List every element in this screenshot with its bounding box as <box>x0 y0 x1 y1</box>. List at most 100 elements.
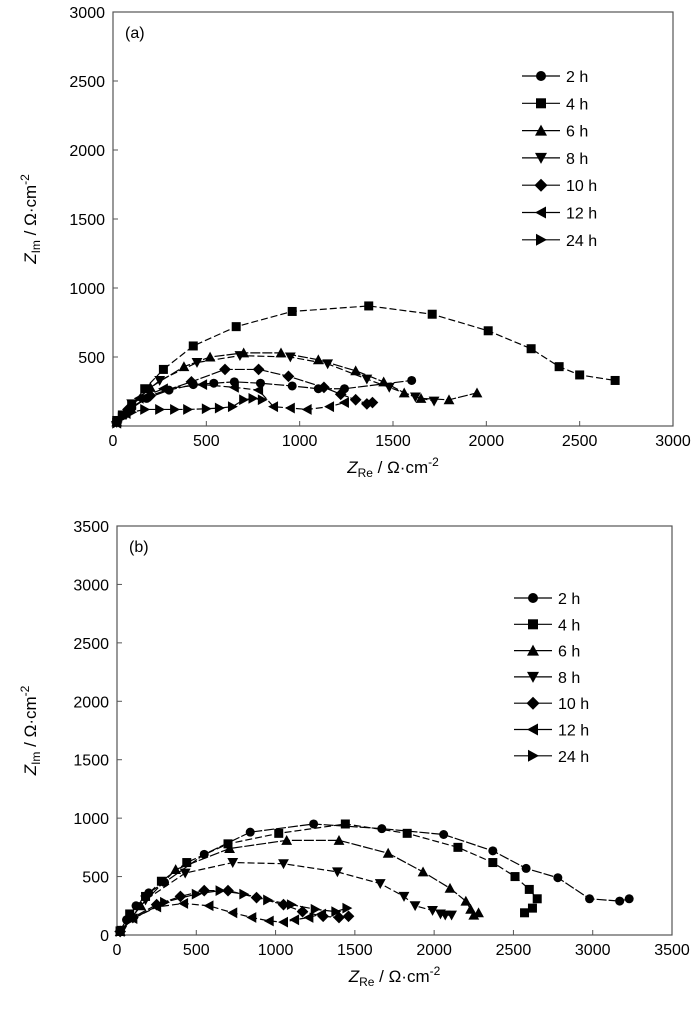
data-point <box>342 910 355 923</box>
legend-item: 6 h <box>514 644 580 661</box>
data-point <box>473 907 484 918</box>
legend-label: 12 h <box>558 723 589 740</box>
data-point <box>201 403 212 415</box>
data-point <box>310 903 321 915</box>
legend-marker-square-icon <box>528 619 538 630</box>
data-point <box>158 383 168 395</box>
x-tick-label: 3000 <box>655 433 691 450</box>
data-point <box>182 858 192 868</box>
data-point <box>334 388 347 401</box>
data-point <box>160 896 170 908</box>
series-10h <box>110 363 379 428</box>
data-point <box>154 375 166 386</box>
legend-marker-triangle-left-icon <box>535 206 546 219</box>
data-point <box>361 398 373 410</box>
data-point <box>278 916 288 928</box>
x-tick-label: 1500 <box>375 433 411 450</box>
series-24h <box>112 393 268 429</box>
data-point <box>312 354 324 365</box>
data-point <box>215 885 226 896</box>
chart-panel-b: 0 500 1000 1500 2000 2500 3000 3500 0 500 1000 1500… <box>18 519 690 989</box>
legend-marker-square-icon <box>536 98 546 109</box>
data-point <box>488 858 498 868</box>
data-point <box>407 375 417 385</box>
x-tick-label: 500 <box>183 942 210 959</box>
series-2h <box>115 819 634 935</box>
data-point <box>127 406 138 418</box>
legend-item: 6 h <box>522 124 588 141</box>
data-point <box>444 882 456 893</box>
data-point <box>624 894 634 904</box>
legend-marker-circle-icon <box>528 593 538 603</box>
data-point <box>191 888 202 900</box>
data-point <box>575 370 585 380</box>
series-line <box>119 839 479 932</box>
y-tick-label: 2500 <box>69 74 105 91</box>
data-point <box>224 843 235 854</box>
data-point <box>488 846 498 856</box>
legend-label: 2 h <box>558 591 580 608</box>
data-point <box>324 401 335 413</box>
data-point <box>115 926 126 937</box>
data-point <box>409 901 421 912</box>
data-point <box>140 404 151 415</box>
data-point <box>554 362 564 372</box>
data-point <box>284 402 295 414</box>
data-point <box>197 379 208 390</box>
data-point <box>332 867 343 878</box>
legend-label: 6 h <box>558 644 580 661</box>
legend-marker-triangle-up-icon <box>527 644 539 656</box>
data-point <box>339 397 349 408</box>
data-point <box>204 351 216 362</box>
data-point <box>402 828 412 838</box>
data-point <box>350 365 362 376</box>
y-tick-label: 500 <box>78 350 105 367</box>
data-point <box>333 911 345 924</box>
data-point <box>170 864 182 875</box>
data-point <box>284 352 296 363</box>
x-tick-label: 500 <box>193 433 220 450</box>
data-point <box>287 306 297 316</box>
series-line <box>119 823 538 932</box>
data-point <box>527 903 537 913</box>
legend-marker-diamond-icon <box>526 696 540 710</box>
data-point <box>126 399 138 410</box>
data-point <box>174 890 187 903</box>
data-point <box>364 301 374 311</box>
y-tick-label: 1000 <box>73 811 109 828</box>
data-point <box>222 884 234 897</box>
data-point <box>610 375 620 385</box>
data-point <box>214 402 225 414</box>
legend-item: 12 h <box>514 723 589 740</box>
data-point <box>278 859 289 870</box>
data-point <box>318 381 330 394</box>
chart-panel-a: 0 500 1000 1500 2000 2500 3000 500 1000 1500 2000 2… <box>18 5 691 480</box>
y-tick-label: 1500 <box>69 212 105 229</box>
data-point <box>366 396 379 409</box>
y-tick-label: 2000 <box>73 694 109 711</box>
data-point <box>303 912 314 923</box>
data-point <box>156 876 166 886</box>
panel-label: (b) <box>129 539 149 556</box>
y-tick-label: 3500 <box>73 519 109 536</box>
data-point <box>245 827 255 837</box>
data-point <box>185 375 198 388</box>
x-tick-label: 3500 <box>654 942 690 959</box>
series-line <box>119 823 630 931</box>
data-point <box>158 364 168 374</box>
legend-label: 8 h <box>558 670 580 687</box>
data-point <box>281 834 293 845</box>
data-point <box>144 389 157 402</box>
data-point <box>526 344 536 354</box>
data-point <box>301 404 312 415</box>
data-point <box>140 384 150 394</box>
data-point <box>112 417 123 429</box>
legend-marker-triangle-down-icon <box>527 671 539 683</box>
data-point <box>228 381 239 393</box>
data-point <box>248 393 259 404</box>
data-point <box>275 347 287 358</box>
legend-marker-circle-icon <box>536 71 546 81</box>
data-point <box>374 879 386 889</box>
data-point <box>268 401 279 413</box>
data-point <box>191 358 203 368</box>
